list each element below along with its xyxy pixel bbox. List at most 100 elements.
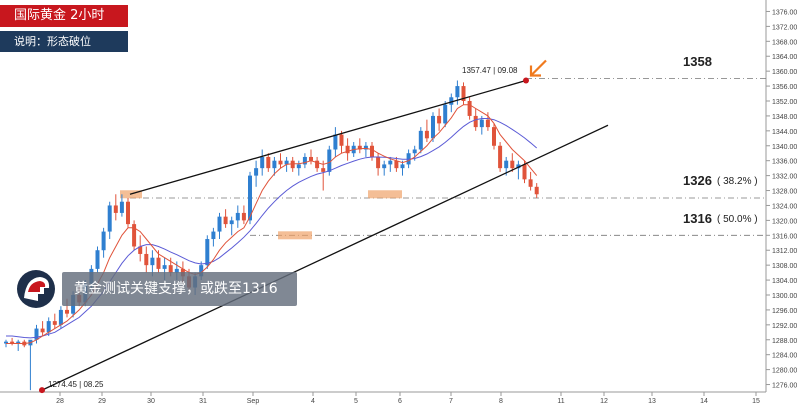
candle-body (217, 216, 222, 232)
x-tick-label: 6 (398, 398, 402, 405)
candle-body (382, 164, 387, 169)
x-tick-label: 12 (600, 398, 608, 405)
candle-body (357, 145, 362, 150)
x-tick-label: 4 (311, 398, 315, 405)
y-tick-label: 1296.00 (772, 308, 797, 315)
candle-body (443, 104, 448, 124)
candle-body (211, 231, 216, 240)
x-tick-label: 11 (557, 398, 564, 405)
y-tick-label: 1360.00 (772, 69, 797, 76)
candle-body (162, 265, 167, 269)
x-tick-label: 28 (56, 398, 64, 405)
candle-body (229, 220, 234, 225)
y-tick-label: 1348.00 (772, 114, 797, 121)
candle-body (315, 160, 320, 169)
candle-body (119, 201, 124, 213)
candle-body (424, 130, 429, 139)
level-1326-label: 1326 (683, 173, 712, 188)
level-1316-pct: ( 50.0% ) (717, 214, 758, 225)
candle-body (412, 149, 417, 154)
y-tick-label: 1312.00 (772, 248, 797, 255)
candle-body (485, 119, 490, 128)
x-tick-label: 7 (449, 398, 453, 405)
candle-body (394, 160, 399, 169)
candle-body (467, 101, 472, 116)
candle-body (223, 216, 228, 225)
candle-body (126, 201, 130, 225)
x-tick-label: 8 (499, 398, 503, 405)
chart-title: 国际黄金 2小时 (0, 5, 128, 27)
candle-body (10, 341, 15, 344)
y-tick-label: 1324.00 (772, 203, 797, 210)
candle-body (473, 115, 478, 128)
candle-body (461, 86, 466, 101)
candle-body (534, 186, 539, 195)
x-tick-label: 30 (147, 398, 155, 405)
candle-body (40, 328, 45, 333)
analysis-callout: 黄金测试关键支撑，或跌至1316 (62, 272, 297, 306)
candle-body (479, 119, 484, 128)
y-axis: 1376.00 1372.00 1368.00 1364.00 1360.00 1356.… (766, 9, 797, 390)
y-tick-label: 1364.00 (772, 54, 797, 61)
candle-body (492, 127, 496, 146)
candle-body (95, 250, 100, 269)
y-tick-label: 1280.00 (772, 368, 797, 375)
y-tick-label: 1344.00 (772, 129, 797, 136)
y-tick-label: 1376.00 (772, 9, 797, 16)
candle-body (339, 134, 344, 146)
candle-body (376, 156, 381, 169)
candle-body (107, 205, 112, 232)
y-tick-label: 1332.00 (772, 174, 797, 181)
y-tick-label: 1288.00 (772, 338, 797, 345)
candle-body (241, 212, 246, 221)
highlight-box (278, 231, 312, 240)
highlight-box (368, 190, 402, 199)
high-annotation: 1357.47 | 09.08 (462, 66, 518, 75)
candle-body (400, 164, 405, 169)
candle-body (138, 246, 143, 254)
y-tick-label: 1284.00 (772, 353, 797, 360)
level-1358-label: 1358 (683, 54, 712, 69)
y-tick-label: 1292.00 (772, 323, 797, 330)
candle-body (321, 168, 326, 172)
candle-body (278, 160, 283, 165)
candle-body (34, 328, 39, 340)
candle-body (205, 239, 210, 266)
candle-body (296, 164, 301, 169)
candle-body (132, 224, 137, 247)
y-tick-label: 1356.00 (772, 84, 797, 91)
candle-body (272, 160, 277, 169)
y-tick-label: 1276.00 (772, 383, 797, 390)
high-point-marker (523, 77, 529, 84)
candle-body (46, 321, 51, 333)
candle-body (199, 265, 204, 277)
upper-trendline (129, 79, 527, 195)
candle-body (16, 341, 21, 344)
y-tick-label: 1304.00 (772, 278, 797, 285)
candle-body (235, 212, 240, 221)
y-tick-label: 1328.00 (772, 189, 797, 196)
arrow-head-icon (529, 65, 541, 77)
candle-body (284, 160, 289, 165)
candle-body (4, 341, 8, 344)
candle-body (363, 145, 368, 150)
grid (0, 0, 767, 393)
y-tick-label: 1372.00 (772, 24, 797, 31)
y-tick-label: 1316.00 (772, 233, 797, 240)
candle-body (101, 231, 106, 251)
brand-logo-icon (17, 270, 55, 308)
x-tick-label: 31 (199, 398, 207, 405)
candle-body (431, 115, 435, 139)
candle-body (266, 156, 271, 169)
lower-trendline (41, 124, 609, 391)
candle-body (113, 205, 118, 213)
candle-body (522, 164, 527, 180)
x-tick-label: 5 (354, 398, 358, 405)
candle-body (498, 145, 503, 169)
candle-body (437, 115, 442, 124)
candle-body (370, 145, 374, 157)
candle-body (455, 86, 460, 98)
low-point-marker (39, 387, 45, 394)
